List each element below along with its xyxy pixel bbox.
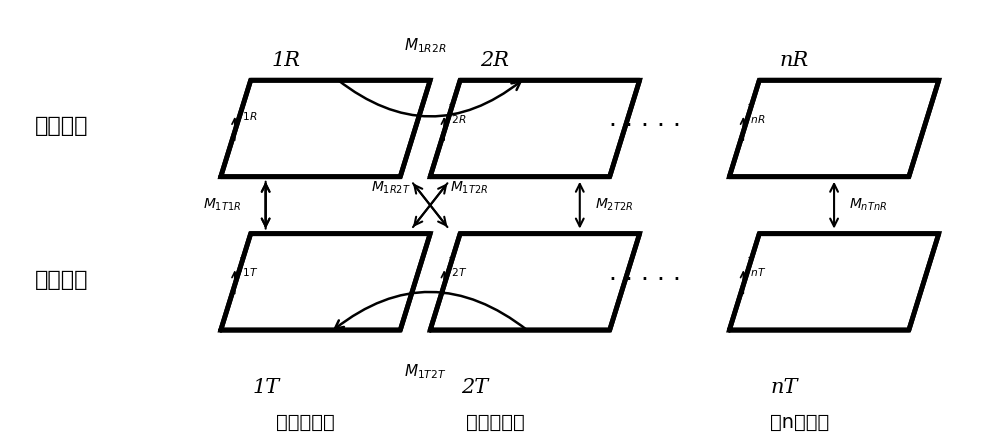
Text: · · · · ·: · · · · · [609,114,681,138]
Polygon shape [430,234,640,330]
Text: $I_{1R}$: $I_{1R}$ [238,105,257,123]
Text: 1T: 1T [252,377,279,396]
Polygon shape [729,80,939,177]
Text: 第n个模块: 第n个模块 [770,413,829,432]
Text: 接收线圈: 接收线圈 [34,116,88,136]
Polygon shape [729,234,939,330]
Text: 发射线圈: 发射线圈 [34,269,88,290]
Text: $M_{2T2R}$: $M_{2T2R}$ [595,197,633,213]
Text: $\dot{i}_{2T}$: $\dot{i}_{2T}$ [447,256,468,279]
Text: 2R: 2R [481,51,510,70]
Text: $\dot{i}_{nR}$: $\dot{i}_{nR}$ [746,102,766,126]
Text: 1R: 1R [271,51,300,70]
Text: nR: nR [780,51,809,70]
Text: · · · · ·: · · · · · [609,268,681,292]
Polygon shape [221,234,430,330]
Text: $M_{1R2R}$: $M_{1R2R}$ [404,36,446,55]
Text: $M_{1T2R}$: $M_{1T2R}$ [450,180,488,196]
Text: $M_{nTnR}$: $M_{nTnR}$ [849,197,887,213]
Text: nT: nT [771,377,798,396]
Text: $\dot{i}_{nT}$: $\dot{i}_{nT}$ [746,256,767,279]
Text: $M_{1T1R}$: $M_{1T1R}$ [203,197,241,213]
Text: 2T: 2T [462,377,489,396]
Text: 第二个模块: 第二个模块 [466,413,524,432]
Polygon shape [430,80,640,177]
Text: $M_{1T2T}$: $M_{1T2T}$ [404,363,446,381]
Text: $\dot{i}_{2R}$: $\dot{i}_{2R}$ [447,102,467,126]
Text: $M_{1R2T}$: $M_{1R2T}$ [371,180,410,196]
Polygon shape [221,80,430,177]
Text: $\dot{i}_{1T}$: $\dot{i}_{1T}$ [238,256,258,279]
Text: 第一个模块: 第一个模块 [276,413,335,432]
